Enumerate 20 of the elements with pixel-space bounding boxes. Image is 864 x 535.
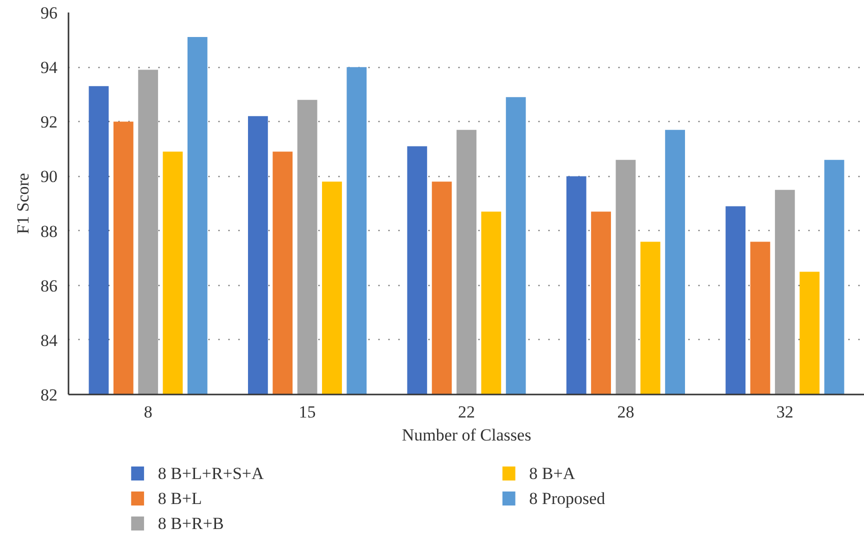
legend-label: 8 B+A (529, 464, 576, 483)
y-tick-label: 90 (40, 167, 58, 186)
x-tick-label: 32 (776, 402, 794, 422)
y-tick-label: 82 (40, 386, 58, 404)
x-axis-title: Number of Classes (402, 426, 532, 444)
y-tick-label: 86 (40, 276, 58, 296)
legend-label: 8 B+L+R+S+A (158, 464, 264, 483)
x-tick-label: 8 (144, 402, 152, 422)
y-tick-label: 94 (40, 58, 58, 78)
y-axis-title: F1 Score (14, 173, 32, 234)
y-tick-label: 88 (40, 222, 58, 241)
x-tick-label: 28 (617, 402, 634, 422)
x-tick-label: 22 (458, 402, 475, 422)
legend-label: 8 B+L (158, 489, 202, 508)
legend-label: 8 B+R+B (158, 514, 224, 533)
x-tick-label: 15 (298, 402, 316, 422)
y-tick-label: 96 (40, 4, 58, 22)
y-tick-label: 92 (40, 112, 58, 132)
legend-label: 8 Proposed (529, 489, 606, 508)
y-tick-label: 84 (40, 330, 58, 350)
